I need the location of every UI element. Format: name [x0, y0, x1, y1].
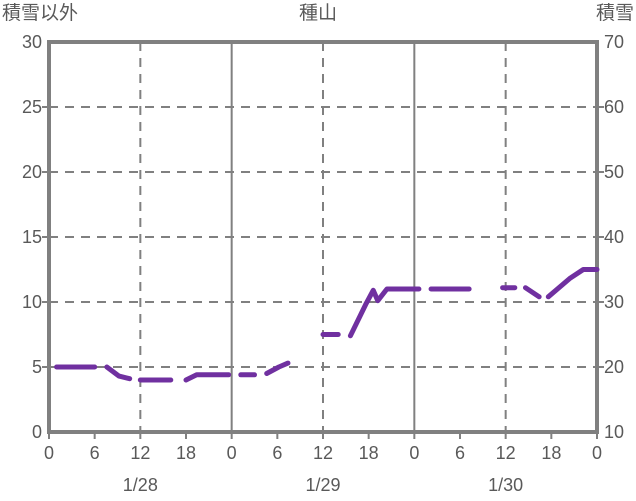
x-axis-tick-label: 18	[358, 443, 379, 463]
x-axis-tick-label: 0	[226, 443, 237, 463]
left-axis-tick-label: 0	[31, 422, 42, 442]
left-axis-tick-label: 20	[21, 162, 42, 182]
x-axis-tick-label: 6	[272, 443, 283, 463]
x-axis-tick-label: 6	[454, 443, 465, 463]
x-axis-tick-label: 0	[591, 443, 602, 463]
left-axis-tick-label: 15	[21, 227, 42, 247]
x-axis-tick-label: 18	[175, 443, 197, 463]
left-axis-tick-label: 10	[21, 292, 42, 312]
x-axis-tick-label: 12	[312, 443, 334, 463]
data-line-segment	[522, 285, 542, 300]
right-axis-tick-label: 40	[604, 227, 625, 247]
gridlines	[49, 42, 597, 432]
right-axis-tick-label: 50	[604, 162, 625, 182]
x-axis-tick-label: 12	[495, 443, 516, 463]
x-axis-tick-label: 12	[130, 443, 151, 463]
x-axis-tick-label: 18	[541, 443, 562, 463]
left-axis-title: 積雪以外	[2, 3, 79, 24]
data-line-segment	[104, 364, 133, 382]
data-line-segment	[545, 267, 600, 300]
data-line-segment	[347, 286, 422, 339]
left-axis-tick-label: 5	[31, 357, 42, 377]
right-axis-tick-label: 60	[604, 97, 625, 117]
right-axis-tick-label: 30	[604, 292, 625, 312]
data-line-segment	[183, 372, 232, 383]
x-axis-tick-label: 0	[409, 443, 420, 463]
left-axis-tick-label: 30	[21, 32, 42, 52]
axis-tick-marks	[42, 106, 604, 439]
left-axis-tick-label: 25	[21, 97, 42, 117]
x-axis-day-label: 1/30	[488, 475, 524, 495]
x-axis-day-label: 1/28	[122, 475, 158, 495]
right-axis-tick-label: 10	[604, 422, 625, 442]
x-axis-day-label: 1/29	[305, 475, 341, 495]
right-axis-title: 積雪	[595, 3, 634, 24]
chart-title: 種山	[298, 3, 337, 24]
data-line-segment	[264, 360, 291, 376]
x-axis-tick-label: 6	[89, 443, 100, 463]
right-axis-tick-label: 20	[604, 357, 625, 377]
x-axis-tick-label: 0	[43, 443, 54, 463]
right-axis-tick-label: 70	[604, 32, 625, 52]
data-series-line	[54, 267, 600, 383]
